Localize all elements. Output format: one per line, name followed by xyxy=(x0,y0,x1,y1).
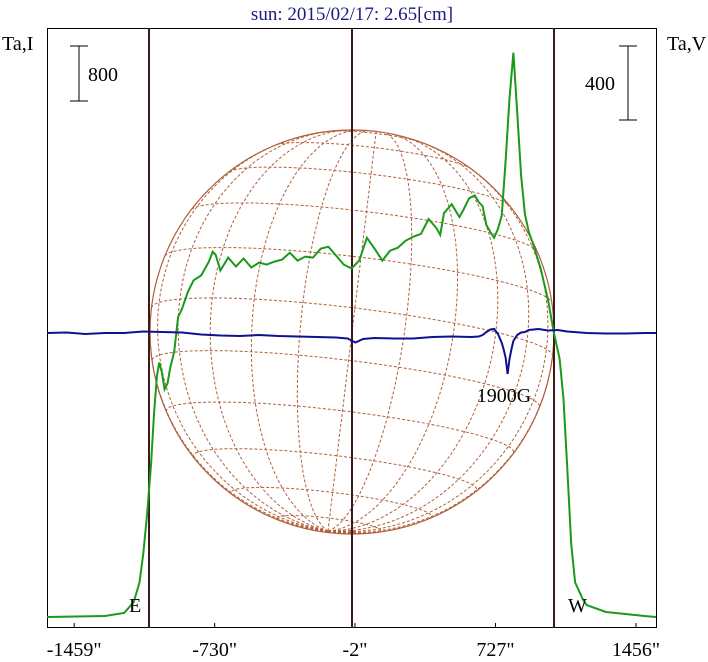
chart-title: sun: 2015/02/17: 2.65[cm] xyxy=(251,4,453,25)
x-axis-ticks: -1459" -730" -2" 727" 1456" xyxy=(47,623,660,661)
longitude-line xyxy=(327,131,377,532)
east-limb-label: E xyxy=(129,595,141,617)
longitude-line xyxy=(327,133,458,532)
latitude-line xyxy=(230,486,433,520)
longitude-line xyxy=(327,356,553,534)
west-limb-label: W xyxy=(568,595,587,617)
latitude-line xyxy=(164,247,553,303)
x-tick-label: 1456" xyxy=(612,639,660,661)
solar-disk-grid xyxy=(149,129,555,535)
series-line-I xyxy=(46,52,657,618)
longitude-line xyxy=(157,140,329,532)
longitude-line xyxy=(209,129,347,532)
longitude-line xyxy=(250,129,361,532)
right-scale-label: 400 xyxy=(585,73,615,95)
latitude-line xyxy=(192,448,478,492)
longitude-line xyxy=(250,506,329,532)
field-annotation: 1900G xyxy=(477,385,531,407)
longitude-line xyxy=(327,132,413,532)
latitude-line xyxy=(165,401,515,454)
longitude-line xyxy=(296,130,369,532)
x-tick-label: 727" xyxy=(476,639,514,661)
left-scale-label: 800 xyxy=(88,64,118,86)
x-tick-label: -1459" xyxy=(47,639,102,661)
longitude-line xyxy=(327,530,351,535)
left-scale-bar xyxy=(70,45,88,102)
right-scale-bar xyxy=(619,45,637,121)
series-line-V xyxy=(46,327,656,375)
longitude-line xyxy=(177,130,331,532)
longitude-line xyxy=(327,525,409,534)
right-axis-label: Ta,V xyxy=(667,33,707,55)
left-axis-label: Ta,I xyxy=(2,33,33,55)
latitude-line xyxy=(276,141,471,169)
longitude-line xyxy=(327,530,334,534)
longitude-line xyxy=(327,136,499,532)
longitude-line xyxy=(327,141,530,532)
longitude-line xyxy=(149,307,329,532)
x-tick-label: -2" xyxy=(343,639,368,661)
longitude-line xyxy=(327,161,549,533)
latitude-line xyxy=(228,166,510,206)
x-tick-label: -730" xyxy=(192,639,237,661)
